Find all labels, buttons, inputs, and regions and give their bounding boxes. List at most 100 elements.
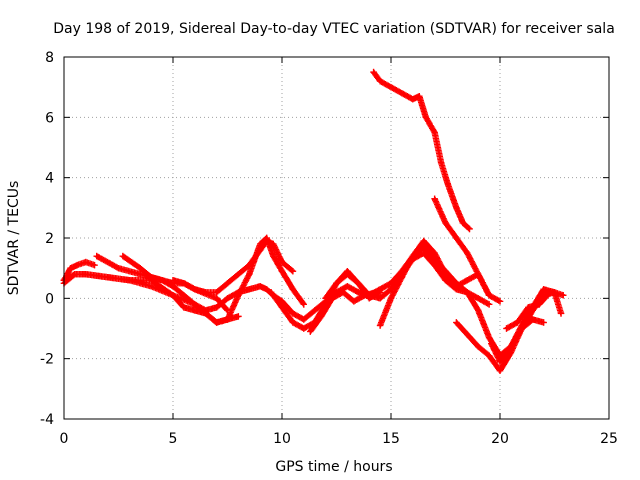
data-point <box>82 271 89 278</box>
data-point <box>158 277 166 284</box>
data-point <box>339 289 347 296</box>
data-point <box>464 289 471 296</box>
data-point <box>376 322 384 329</box>
data-point <box>270 240 277 248</box>
data-point <box>453 234 460 242</box>
data-point <box>333 280 340 287</box>
data-point <box>73 261 81 269</box>
data-point <box>420 237 427 245</box>
data-point <box>191 307 198 314</box>
data-point <box>453 283 460 290</box>
data-point <box>278 304 286 311</box>
tick-labels: 0 5 10 15 20 25 -4 -2 0 2 4 6 8 <box>40 50 618 447</box>
data-point <box>257 246 264 254</box>
series-arc-11 <box>370 68 473 233</box>
data-point <box>104 274 111 281</box>
data-point <box>213 295 220 302</box>
data-point <box>420 249 427 257</box>
data-point <box>496 358 504 365</box>
y-tick-label: 8 <box>45 50 54 66</box>
data-point <box>536 301 543 308</box>
data-point <box>180 292 188 299</box>
data-point <box>370 68 377 76</box>
data-point <box>137 271 144 278</box>
data-point <box>422 114 430 121</box>
y-tick-label: 4 <box>45 171 54 187</box>
data-point <box>148 274 155 281</box>
y-axis-title: SDTVAR / TECUs <box>6 181 22 296</box>
data-point <box>307 328 314 335</box>
data-point <box>180 280 188 287</box>
grid-lines <box>64 57 609 419</box>
data-point <box>437 159 445 166</box>
series-arc-15 <box>503 289 554 332</box>
data-point <box>540 319 547 326</box>
data-point <box>409 252 416 260</box>
data-point <box>488 340 495 347</box>
data-point <box>289 310 297 317</box>
y-tick-label: 6 <box>45 110 54 126</box>
data-point <box>518 322 525 329</box>
data-point <box>387 295 395 302</box>
data-point <box>453 319 460 326</box>
y-tick-label: 0 <box>45 291 54 307</box>
data-point <box>376 295 384 302</box>
data-point <box>322 295 329 302</box>
data-point <box>115 264 122 272</box>
x-tick-label: 0 <box>60 431 69 447</box>
data-point <box>464 331 471 338</box>
data-point <box>67 264 74 272</box>
data-points-layer <box>60 68 567 374</box>
data-point <box>431 249 438 257</box>
chart-title: Day 198 of 2019, Sidereal Day-to-day VTE… <box>53 21 615 37</box>
data-point <box>444 180 451 187</box>
data-point <box>459 219 467 227</box>
data-point <box>300 316 307 323</box>
data-point <box>416 93 423 100</box>
data-point <box>278 267 286 275</box>
data-point <box>71 271 79 278</box>
data-point <box>289 267 297 275</box>
data-point <box>246 261 253 269</box>
data-point <box>475 343 482 350</box>
data-point <box>464 249 471 257</box>
data-point <box>431 129 438 136</box>
data-point <box>289 319 297 326</box>
y-tick-label: -4 <box>40 412 54 428</box>
data-point <box>507 343 515 350</box>
y-tick-label: 2 <box>45 231 54 247</box>
data-point <box>496 367 504 374</box>
x-axis-title: GPS time / hours <box>275 459 392 475</box>
data-point <box>235 292 242 299</box>
data-point <box>466 225 473 233</box>
data-point <box>235 313 242 320</box>
x-tick-label: 5 <box>169 431 178 447</box>
data-point <box>442 219 449 227</box>
data-point <box>224 280 231 287</box>
data-point <box>546 289 554 296</box>
data-point <box>525 304 532 311</box>
x-tick-label: 15 <box>382 431 400 447</box>
data-point <box>464 277 471 284</box>
data-point <box>148 283 155 290</box>
data-point <box>485 352 493 359</box>
data-point <box>213 304 220 311</box>
data-point <box>91 261 98 269</box>
data-point <box>257 283 264 290</box>
data-point <box>409 96 416 103</box>
data-point <box>529 316 536 323</box>
data-point <box>355 280 362 287</box>
data-point <box>267 289 275 296</box>
data-point <box>191 301 198 308</box>
data-point <box>387 83 395 91</box>
data-point <box>224 316 231 323</box>
x-tick-label: 25 <box>600 431 618 447</box>
data-point <box>169 277 177 284</box>
data-point <box>398 274 406 281</box>
data-point <box>355 289 362 296</box>
data-point <box>442 271 449 278</box>
data-point <box>557 310 565 317</box>
data-point <box>431 195 438 202</box>
data-point <box>398 90 406 97</box>
